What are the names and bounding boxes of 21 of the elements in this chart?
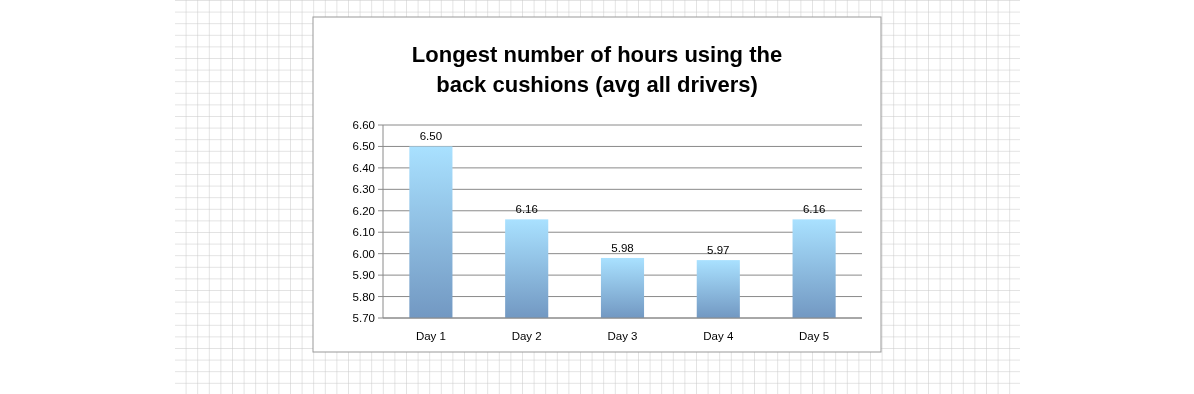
data-label: 5.98 xyxy=(611,241,634,254)
y-tick-label: 6.30 xyxy=(352,183,375,196)
x-tick-label: Day 2 xyxy=(511,330,542,342)
chart-title: Longest number of hours using the back cushions (avg all drivers) xyxy=(411,42,783,97)
x-tick-label: Day 5 xyxy=(799,330,830,342)
y-tick-label: 5.90 xyxy=(352,269,375,282)
x-tick-label: Day 3 xyxy=(607,330,638,342)
x-tick-label: Day 4 xyxy=(703,330,734,342)
y-tick-label: 6.60 xyxy=(352,119,375,132)
y-tick-label: 5.70 xyxy=(352,312,375,325)
y-tick-label: 6.10 xyxy=(352,226,375,239)
data-label: 5.97 xyxy=(707,244,730,257)
y-tick-label: 6.00 xyxy=(352,247,375,260)
y-tick-label: 6.20 xyxy=(352,204,375,217)
data-label: 6.50 xyxy=(419,130,443,143)
data-label: 6.16 xyxy=(515,203,538,216)
y-tick-label: 5.80 xyxy=(352,290,375,303)
y-tick-label: 6.50 xyxy=(352,140,375,153)
data-label: 6.16 xyxy=(802,203,826,216)
y-tick-label: 6.40 xyxy=(352,161,375,174)
x-tick-label: Day 1 xyxy=(415,330,446,342)
